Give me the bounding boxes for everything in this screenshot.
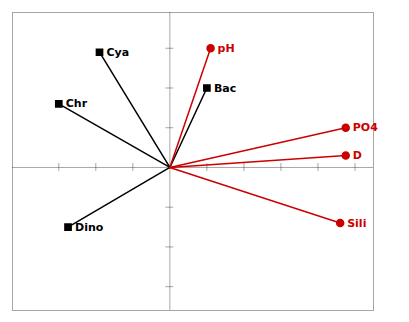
svg-text:Sili: Sili (347, 217, 366, 230)
svg-text:D: D (353, 149, 362, 162)
svg-text:Bac: Bac (214, 82, 236, 95)
svg-text:PO4: PO4 (353, 121, 378, 134)
svg-text:Dino: Dino (75, 221, 104, 234)
svg-text:Cya: Cya (107, 46, 130, 59)
svg-text:pH: pH (218, 42, 235, 55)
svg-text:Chr: Chr (66, 97, 88, 110)
